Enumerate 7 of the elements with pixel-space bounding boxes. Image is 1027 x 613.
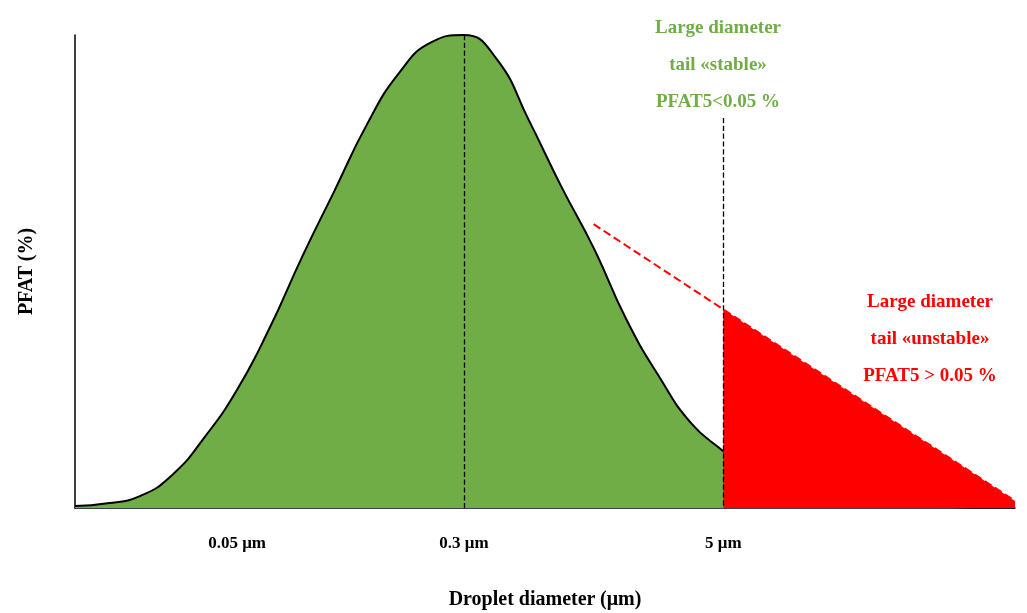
annotation: Large diameter tail «stable» PFAT5<0.05 % [654,16,782,111]
x-tick-label: 0.3 μm [439,533,489,552]
x-axis-title: Droplet diameter (μm) [448,587,642,610]
annotation: Large diameter tail «unstable» PFAT5 > 0.05 % [863,290,997,385]
x-tick-label: 5 μm [704,533,742,552]
x-tick-label: 0.05 μm [208,533,266,552]
y-axis-title: PFAT (%) [14,227,37,316]
